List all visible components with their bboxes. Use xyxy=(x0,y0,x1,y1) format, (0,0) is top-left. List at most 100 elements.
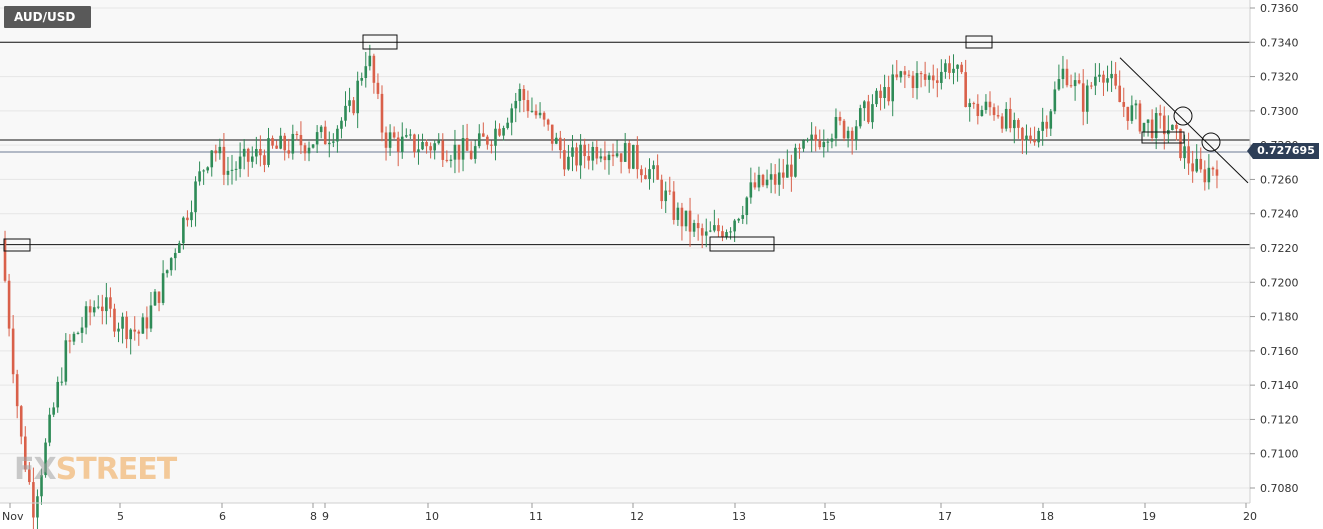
candle-body xyxy=(660,179,663,202)
candle-body xyxy=(644,175,647,179)
candle-body xyxy=(1090,85,1093,87)
y-tick-label: 0.7220 xyxy=(1260,242,1299,255)
candle-body xyxy=(80,327,84,333)
candle-body xyxy=(307,147,311,154)
candle-body xyxy=(696,223,700,229)
candle-body xyxy=(729,231,732,233)
x-tick-label: 17 xyxy=(938,510,952,523)
candle-body xyxy=(1171,124,1174,130)
candle-body xyxy=(944,63,947,72)
candle-body xyxy=(1110,73,1113,79)
candle-body xyxy=(534,110,538,116)
candle-body xyxy=(672,191,676,220)
candle-body xyxy=(498,128,501,136)
candle-body xyxy=(725,232,728,238)
candle-body xyxy=(599,156,603,159)
candle-body xyxy=(1021,127,1024,141)
candle-body xyxy=(741,215,745,219)
candle-body xyxy=(400,136,404,152)
candle-body xyxy=(218,146,222,154)
candle-body xyxy=(425,142,428,147)
candle-body xyxy=(303,145,307,154)
x-tick-label: 12 xyxy=(630,510,644,523)
y-axis-ticks: 0.7080 0.7100 0.7120 0.7140 0.7160 0.7180 0.72… xyxy=(1250,2,1299,495)
candle-body xyxy=(125,316,128,340)
candle-body xyxy=(173,252,177,259)
candle-body xyxy=(52,407,55,415)
candle-body xyxy=(1130,105,1134,121)
candle-body xyxy=(968,103,972,108)
candle-body xyxy=(319,126,323,133)
candle-body xyxy=(1183,146,1186,159)
candle-body xyxy=(453,144,457,160)
candle-body xyxy=(1154,113,1158,138)
candle-body xyxy=(984,101,988,110)
candle-body xyxy=(988,101,992,108)
candle-body xyxy=(611,154,615,157)
annotations xyxy=(3,34,1249,252)
candle-body xyxy=(623,143,627,162)
candle-body xyxy=(19,406,23,437)
candle-body xyxy=(1025,135,1028,141)
candle-body xyxy=(640,169,643,176)
candle-body xyxy=(688,210,692,232)
candle-body xyxy=(980,109,984,117)
candle-body xyxy=(64,340,68,382)
candle-body xyxy=(652,165,655,170)
candle-body xyxy=(1150,119,1154,138)
x-tick-label: 8 xyxy=(310,510,317,523)
candle-body xyxy=(234,168,238,170)
candle-body xyxy=(1000,116,1004,129)
candle-body xyxy=(875,90,878,105)
candle-body xyxy=(96,306,100,308)
candle-body xyxy=(255,148,258,157)
candle-body xyxy=(1114,73,1117,86)
candle-body xyxy=(368,55,372,67)
candle-body xyxy=(996,115,1000,117)
candle-body xyxy=(948,63,951,73)
candle-body xyxy=(591,146,595,161)
candle-body xyxy=(559,137,562,151)
candle-body xyxy=(721,231,724,238)
candle-body xyxy=(1045,121,1049,129)
candle-body xyxy=(518,88,522,101)
y-tick-label: 0.7320 xyxy=(1260,71,1299,84)
highlight-box xyxy=(965,35,993,49)
candle-body xyxy=(627,143,631,169)
candle-body xyxy=(445,159,449,161)
candle-body xyxy=(781,172,785,178)
candle-body xyxy=(283,135,287,151)
candlesticks xyxy=(3,44,1219,529)
x-tick-label: 13 xyxy=(732,510,746,523)
candle-body xyxy=(336,128,339,142)
candle-body xyxy=(891,74,895,102)
candle-body xyxy=(567,156,570,170)
candle-body xyxy=(137,331,141,334)
candle-body xyxy=(1126,106,1130,121)
candle-body xyxy=(1175,124,1178,129)
candle-body xyxy=(311,144,315,148)
candle-body xyxy=(477,133,481,147)
candle-body xyxy=(583,144,586,157)
y-tick-label: 0.7100 xyxy=(1260,448,1299,461)
candle-body xyxy=(11,328,15,375)
candle-body xyxy=(457,144,461,160)
candle-body xyxy=(409,134,412,136)
candle-body xyxy=(737,218,740,221)
candle-body xyxy=(863,101,866,109)
candle-body xyxy=(190,212,193,221)
watermark-fx: FX xyxy=(14,452,57,487)
candle-body xyxy=(287,150,291,154)
candle-body xyxy=(182,217,185,244)
y-tick-label: 0.7260 xyxy=(1260,173,1299,186)
candle-body xyxy=(514,100,518,109)
candle-body xyxy=(773,174,777,185)
candle-body xyxy=(413,134,416,153)
candle-body xyxy=(1102,74,1105,83)
highlight-box xyxy=(1141,131,1185,144)
fxstreet-watermark: FXSTREET xyxy=(14,452,177,487)
candle-body xyxy=(356,80,359,114)
trendline xyxy=(1119,57,1249,184)
candle-body xyxy=(854,126,858,141)
x-tick-label: 5 xyxy=(117,510,124,523)
